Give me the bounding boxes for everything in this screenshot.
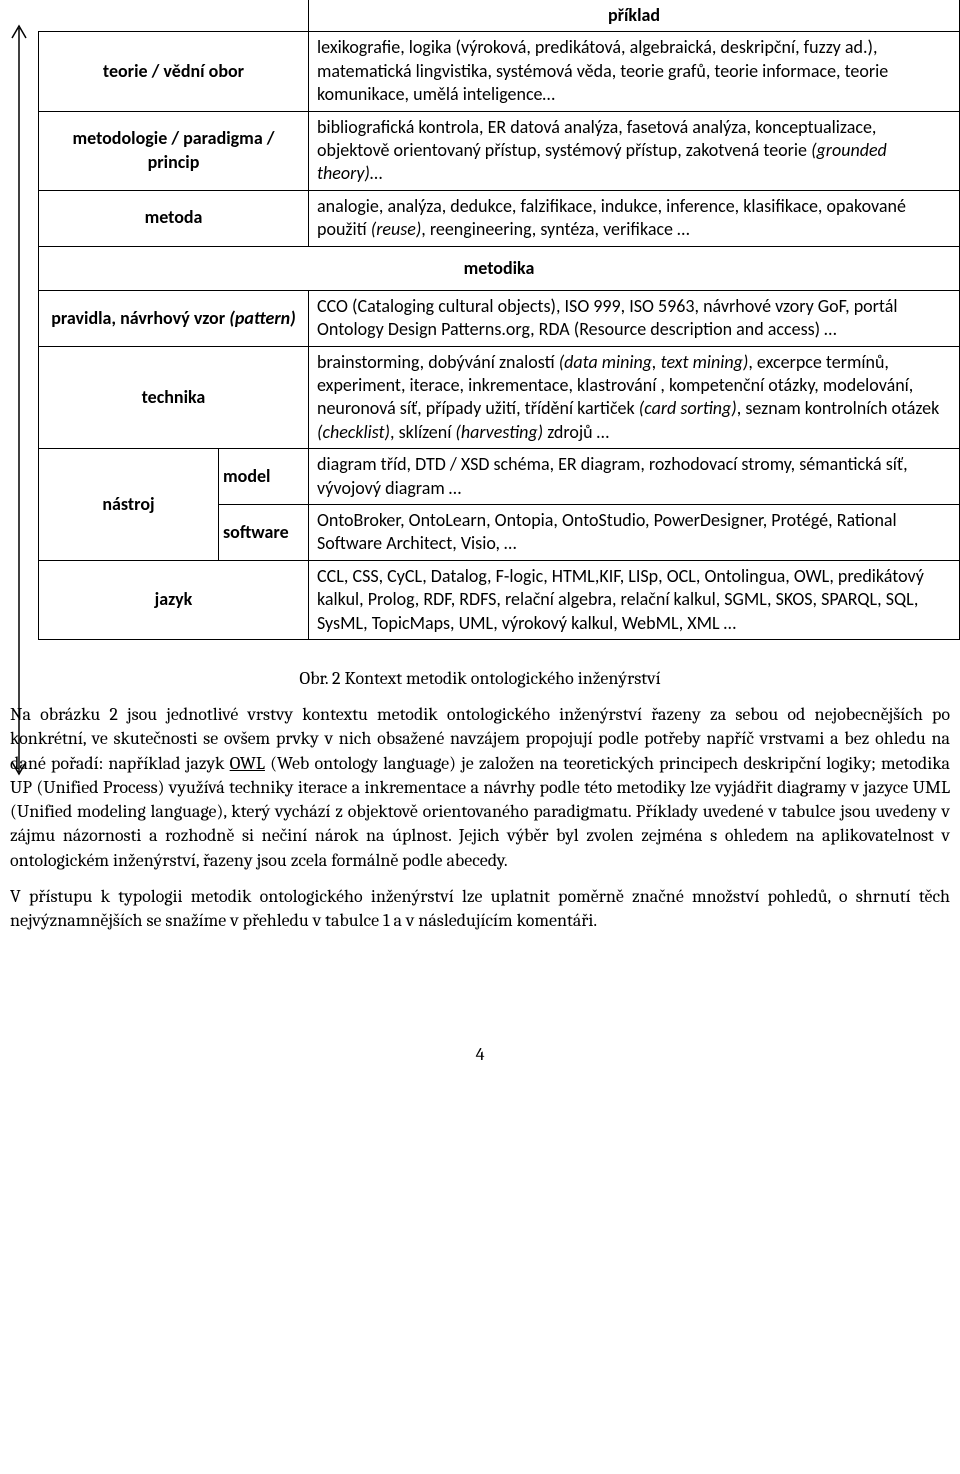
table-row: pravidla, návrhový vzor (pattern) CCO (C… <box>39 290 960 346</box>
table-row: technika brainstorming, dobývání znalost… <box>39 346 960 449</box>
row-example: lexikografie, logika (výroková, predikát… <box>309 32 960 111</box>
row-label: jazyk <box>39 560 309 639</box>
owl-link[interactable]: OWL <box>230 753 265 774</box>
paragraph-1: Na obrázku 2 jsou jednotlivé vrstvy kont… <box>10 703 950 873</box>
row-example: diagram tříd, DTD / XSD schéma, ER diagr… <box>309 449 960 505</box>
header-empty <box>39 0 309 32</box>
row-label: teorie / vědní obor <box>39 32 309 111</box>
vertical-arrow-icon <box>6 20 32 780</box>
row-example: analogie, analýza, dedukce, falzifikace,… <box>309 190 960 246</box>
metodika-header: metodika <box>39 246 960 290</box>
row-example: OntoBroker, OntoLearn, Ontopia, OntoStud… <box>309 505 960 561</box>
table-header-row: příklad <box>39 0 960 32</box>
methodology-table: příklad teorie / vědní obor lexikografie… <box>38 0 960 640</box>
header-example: příklad <box>309 0 960 32</box>
paragraph-2: V přístupu k typologii metodik ontologic… <box>10 885 950 934</box>
table-row: metoda analogie, analýza, dedukce, falzi… <box>39 190 960 246</box>
row-label: technika <box>39 346 309 449</box>
figure-2: příklad teorie / vědní obor lexikografie… <box>0 0 960 689</box>
row-example: CCO (Cataloging cultural objects), ISO 9… <box>309 290 960 346</box>
metodika-header-row: metodika <box>39 246 960 290</box>
row-label: nástroj <box>39 449 219 561</box>
row-label: metoda <box>39 190 309 246</box>
table-row: metodologie / paradigma / princip biblio… <box>39 111 960 190</box>
table-row: jazyk CCL, CSS, CyCL, Datalog, F-logic, … <box>39 560 960 639</box>
figure-caption: Obr. 2 Kontext metodik ontologického inž… <box>0 668 960 689</box>
row-example: CCL, CSS, CyCL, Datalog, F-logic, HTML,K… <box>309 560 960 639</box>
row-label: metodologie / paradigma / princip <box>39 111 309 190</box>
sub-label: software <box>219 505 309 561</box>
row-example: brainstorming, dobývání znalostí (data m… <box>309 346 960 449</box>
page-number: 4 <box>0 1044 960 1065</box>
row-example: bibliografická kontrola, ER datová analý… <box>309 111 960 190</box>
table-row: nástroj model diagram tříd, DTD / XSD sc… <box>39 449 960 505</box>
row-label: pravidla, návrhový vzor (pattern) <box>39 290 309 346</box>
sub-label: model <box>219 449 309 505</box>
table-row: teorie / vědní obor lexikografie, logika… <box>39 32 960 111</box>
table-wrapper: příklad teorie / vědní obor lexikografie… <box>0 0 960 640</box>
body-text: Na obrázku 2 jsou jednotlivé vrstvy kont… <box>0 703 960 934</box>
